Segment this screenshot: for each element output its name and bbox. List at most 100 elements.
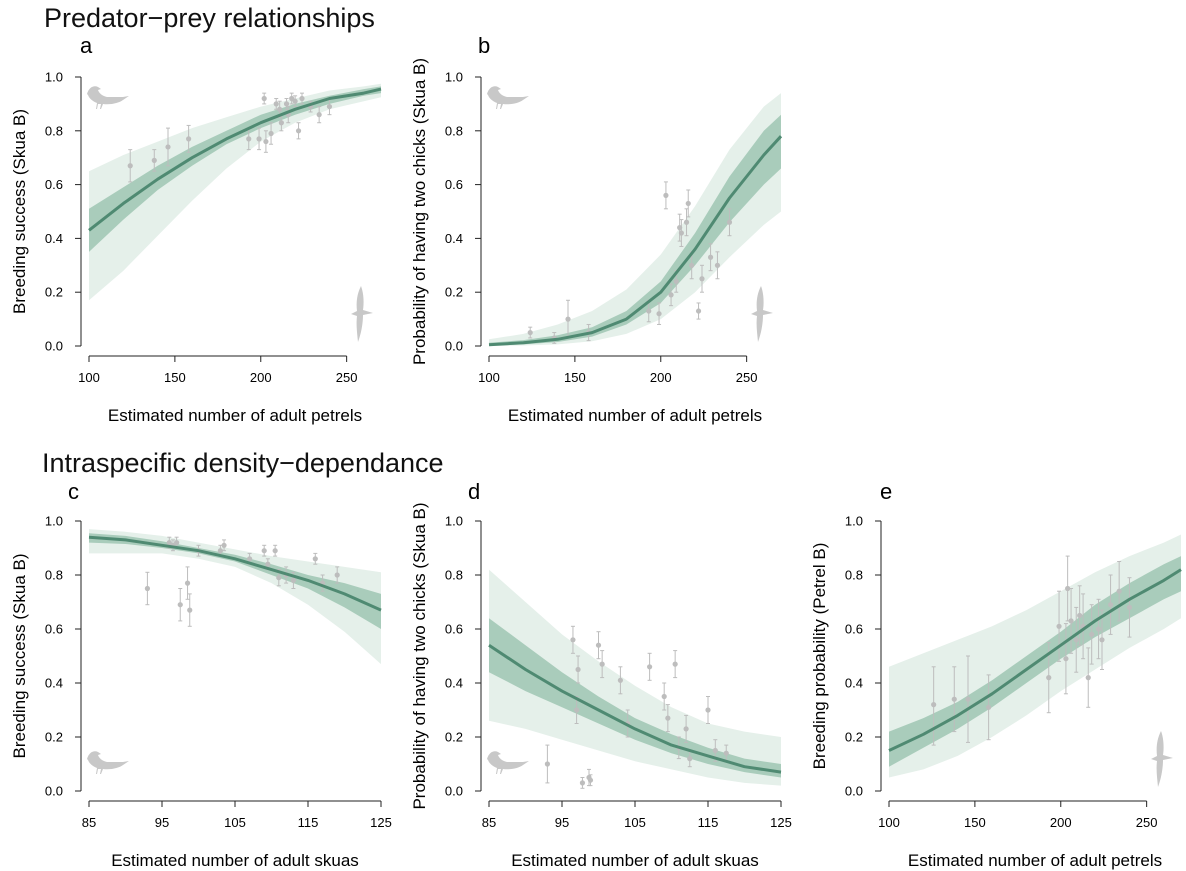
data-point <box>647 652 653 681</box>
point-marker <box>712 747 718 754</box>
petrel-silhouette-icon-shape <box>1151 731 1173 787</box>
skua-silhouette-icon-shape <box>87 751 129 774</box>
x-tick-label: 200 <box>650 370 672 385</box>
point-marker <box>292 98 298 104</box>
point-marker <box>256 136 262 142</box>
point-marker <box>699 276 705 282</box>
x-tick-label: 115 <box>298 815 319 830</box>
data-point <box>268 122 274 145</box>
point-marker <box>683 726 689 732</box>
fitted-curve <box>488 135 783 347</box>
data-point <box>316 106 322 124</box>
panel-letter: b <box>478 33 490 58</box>
point-marker <box>276 575 282 581</box>
data-point <box>1089 604 1095 665</box>
y-axis-title: Probability of having two chicks (Skua B… <box>410 58 429 365</box>
data-point <box>165 127 171 167</box>
point-marker <box>1116 588 1122 594</box>
data-point <box>1077 585 1083 646</box>
x-axis-title: Estimated number of adult petrels <box>908 851 1162 870</box>
point-marker <box>595 642 602 648</box>
x-axis-title: Estimated number of adult skuas <box>111 851 359 870</box>
section-title-density-dependance: Intraspecific density−dependance <box>42 448 444 478</box>
data-point <box>587 774 594 787</box>
data-point <box>246 127 252 151</box>
x-tick-label: 125 <box>370 815 392 830</box>
data-point <box>707 243 714 272</box>
point-marker <box>326 103 333 110</box>
data-point <box>221 539 227 552</box>
data-point <box>312 552 318 565</box>
data-point <box>951 666 957 733</box>
data-point <box>668 283 674 307</box>
point-marker <box>1063 656 1069 662</box>
x-tick-label: 200 <box>1050 815 1072 830</box>
point-marker <box>986 704 992 710</box>
data-point <box>261 544 267 557</box>
x-tick-label: 250 <box>736 370 758 385</box>
data-point <box>256 127 262 151</box>
data-point <box>1116 561 1122 622</box>
data-point <box>263 130 269 153</box>
axes: 0.0 0.2 0.4 0.6 0.8 1.0 100 150 200 250 <box>45 70 358 386</box>
point-marker <box>261 548 267 554</box>
data-point <box>617 666 624 695</box>
point-marker <box>263 138 269 145</box>
data-point <box>672 650 678 679</box>
y-tick-label: 0.0 <box>445 784 463 799</box>
y-tick-label: 0.8 <box>445 123 463 138</box>
data-point <box>712 739 718 762</box>
data-point <box>699 264 705 293</box>
data-point <box>272 544 278 557</box>
data-point <box>292 95 298 108</box>
point-marker <box>707 254 714 260</box>
point-marker <box>272 548 278 554</box>
point-marker <box>1095 626 1102 632</box>
ci-outer-band <box>89 529 381 665</box>
x-axis-title: Estimated number of adult skuas <box>511 851 759 870</box>
y-tick-label: 0.4 <box>445 231 463 246</box>
point-marker <box>295 128 302 134</box>
x-tick-label: 150 <box>164 370 186 385</box>
y-tick-label: 0.6 <box>445 177 463 192</box>
y-tick-label: 1.0 <box>45 70 63 85</box>
x-tick-label: 150 <box>964 815 986 830</box>
data-point <box>695 302 702 320</box>
y-tick-label: 0.8 <box>845 568 863 583</box>
y-tick-label: 0.4 <box>45 676 63 691</box>
point-marker <box>965 696 971 702</box>
point-marker <box>673 278 679 285</box>
point-marker <box>127 163 133 169</box>
point-marker <box>656 311 662 317</box>
y-tick-label: 0.0 <box>445 339 463 354</box>
point-marker <box>1077 612 1083 619</box>
data-point <box>965 655 971 743</box>
y-tick-label: 0.2 <box>845 730 863 745</box>
data-point <box>1107 574 1114 635</box>
point-marker <box>261 95 267 102</box>
data-point <box>714 251 721 280</box>
point-marker <box>273 101 279 107</box>
x-tick-label: 200 <box>250 370 272 385</box>
data-point <box>595 631 602 660</box>
point-marker <box>1085 675 1091 681</box>
point-marker <box>661 693 667 700</box>
point-marker <box>678 230 684 236</box>
point-marker <box>544 761 551 767</box>
point-marker <box>187 607 193 613</box>
data-point <box>295 122 302 140</box>
point-marker <box>695 308 702 314</box>
y-tick-label: 0.6 <box>45 622 63 637</box>
data-point <box>334 566 340 584</box>
point-marker <box>1099 637 1105 643</box>
panel-letter: d <box>468 479 480 504</box>
point-marker <box>166 540 172 546</box>
petrel-silhouette-icon-shape <box>351 286 373 342</box>
x-tick-label: 100 <box>78 370 100 385</box>
data-point <box>1085 647 1091 708</box>
data-point <box>187 593 193 627</box>
y-tick-label: 0.4 <box>445 676 463 691</box>
point-marker <box>177 602 183 608</box>
chart-panel-e: 0.0 0.2 0.4 0.6 0.8 1.0 100 150 200 250 Estimated … <box>810 479 1182 870</box>
data-point <box>663 181 669 210</box>
